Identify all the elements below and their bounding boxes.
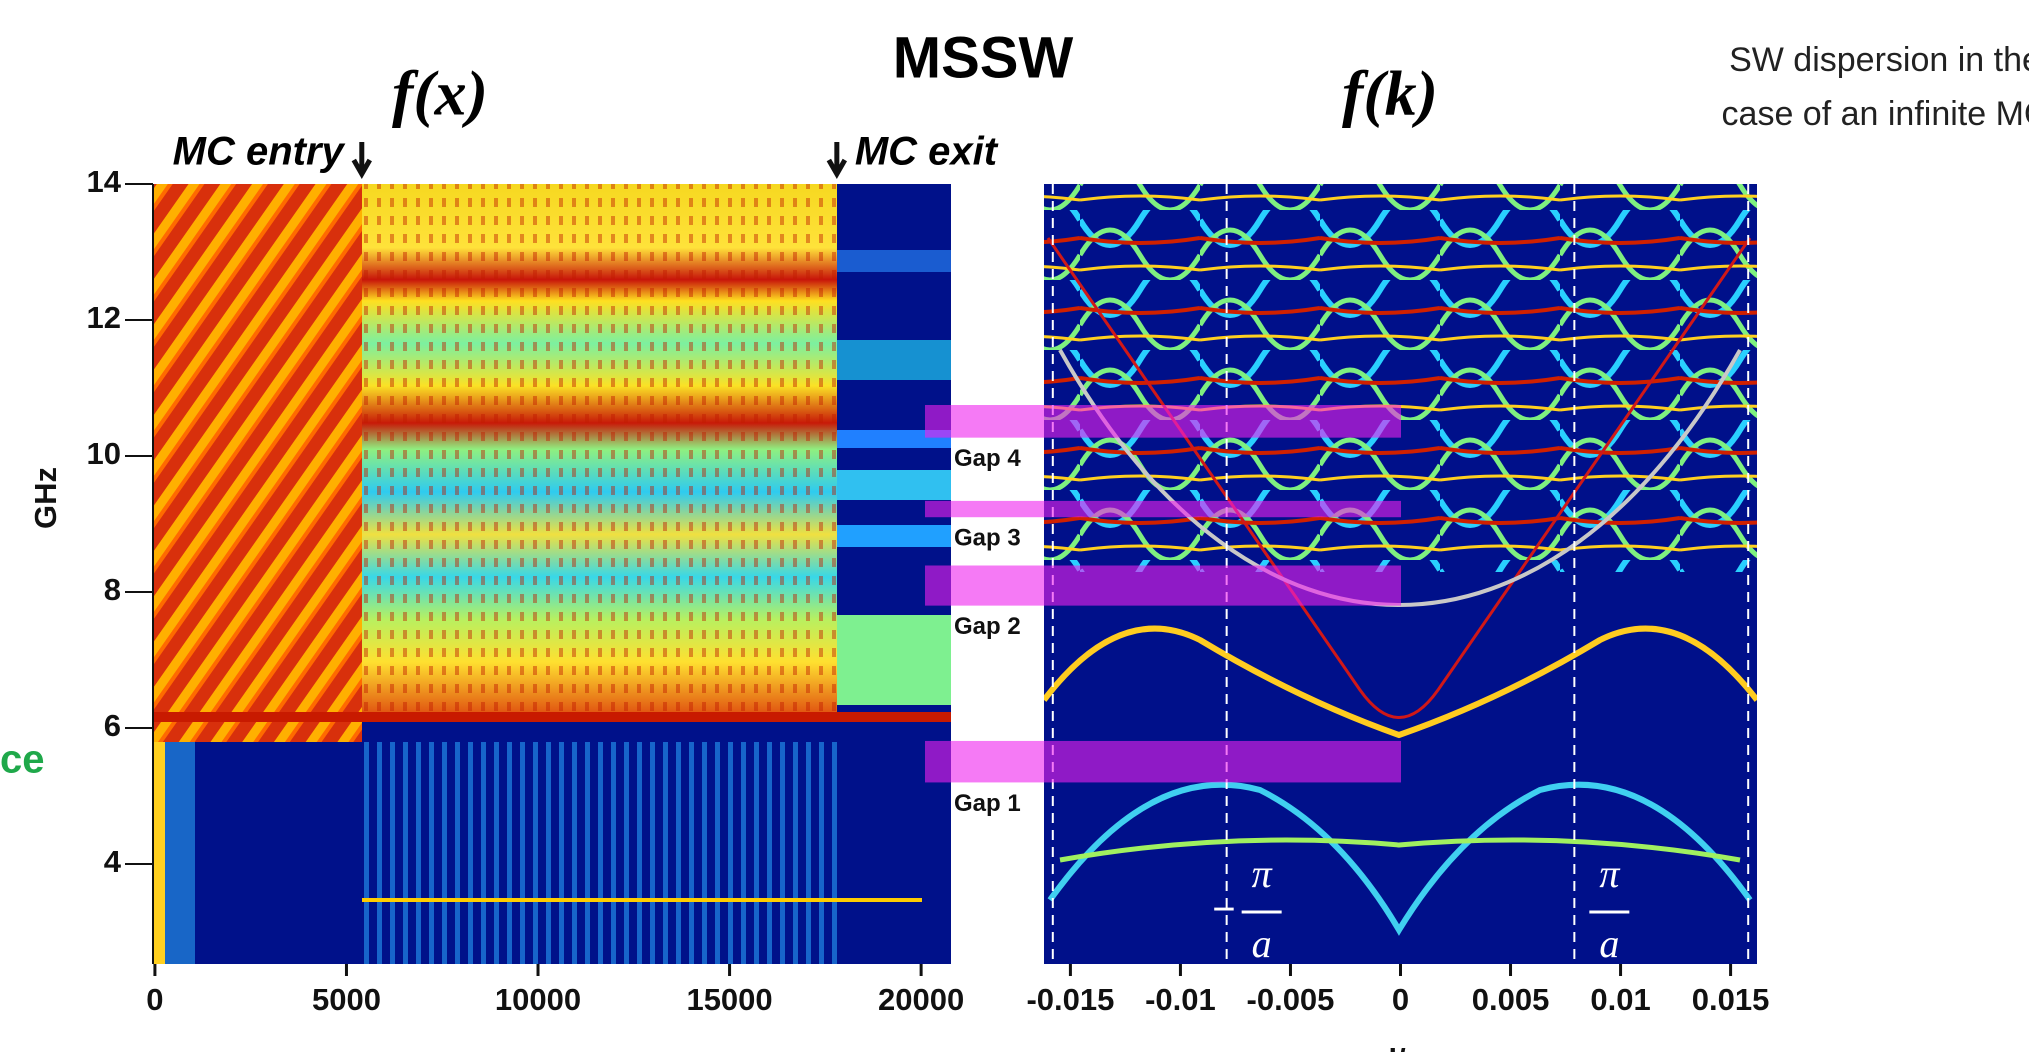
fraction-denominator: a <box>1252 921 1272 966</box>
marker-label: MC entry <box>173 130 346 174</box>
figure-title: MSSW <box>893 25 1074 90</box>
gap-label: Gap 4 <box>954 445 1021 472</box>
heatmap-band <box>837 340 951 380</box>
x-tick-label: 10000 <box>495 982 581 1017</box>
fraction-denominator: a <box>1599 921 1619 966</box>
heatmap-band <box>837 615 951 705</box>
gap-band <box>925 740 1401 783</box>
x-tick-label: 0.005 <box>1472 982 1550 1017</box>
x-axis-label: rad/nm <box>1349 1042 1452 1052</box>
x-tick-label: 5000 <box>312 982 381 1017</box>
side-label: ce <box>0 738 45 782</box>
heatmap-band <box>837 470 951 500</box>
x-tick-label: 0 <box>146 982 163 1017</box>
y-axis-label: GHz <box>28 467 63 529</box>
marker-label: MC exit <box>855 130 999 174</box>
fraction-sign: − <box>1212 888 1235 932</box>
y-tick-label: 8 <box>104 572 121 607</box>
y-tick-label: 6 <box>104 708 121 743</box>
y-tick-label: 14 <box>87 164 122 199</box>
heatmap-band <box>837 430 951 448</box>
x-tick-label: -0.015 <box>1026 982 1114 1017</box>
annotation: case of an infinite MC <box>1722 95 2029 133</box>
gap-band <box>925 405 1401 438</box>
gap-label: Gap 3 <box>954 525 1021 552</box>
heatmap-region <box>362 742 837 964</box>
heatmap-band <box>837 525 951 547</box>
gap-label: Gap 1 <box>954 790 1021 817</box>
fraction-numerator: π <box>1599 851 1620 896</box>
marker-arrow <box>351 142 372 180</box>
x-tick-label: 0 <box>1392 982 1409 1017</box>
x-tick-label: 20000 <box>878 982 964 1017</box>
gap-band <box>925 565 1401 606</box>
free-dispersion-curve <box>1046 237 1752 719</box>
chart-title: f(k) <box>1342 58 1438 129</box>
marker-arrow <box>826 142 848 180</box>
heatmap-region <box>153 184 362 742</box>
x-axis-label: nm <box>529 1042 576 1052</box>
heatmap-region <box>153 742 165 964</box>
x-tick-label: 15000 <box>686 982 772 1017</box>
x-tick-label: -0.005 <box>1247 982 1335 1017</box>
x-tick-label: 0.015 <box>1692 982 1770 1017</box>
gap-band <box>925 500 1401 518</box>
x-tick-label: -0.01 <box>1145 982 1216 1017</box>
heatmap-band <box>153 712 951 722</box>
gap-label: Gap 2 <box>954 613 1021 640</box>
y-tick-label: 12 <box>87 300 121 335</box>
heatmap-band <box>1044 625 1757 739</box>
fraction-numerator: π <box>1252 851 1273 896</box>
heatmap-band <box>837 250 951 272</box>
heatmap-region <box>362 184 837 715</box>
y-tick-label: 4 <box>104 844 122 879</box>
chart-title: f(x) <box>392 58 488 129</box>
heatmap-band <box>1047 781 1753 936</box>
y-tick-label: 10 <box>87 436 121 471</box>
heatmap-band <box>1059 837 1741 863</box>
heatmap-left <box>153 184 951 964</box>
heatmap-band <box>362 898 922 902</box>
annotation: SW dispersion in the <box>1729 41 2029 79</box>
x-tick-label: 0.01 <box>1590 982 1650 1017</box>
heatmap-region <box>165 742 195 964</box>
